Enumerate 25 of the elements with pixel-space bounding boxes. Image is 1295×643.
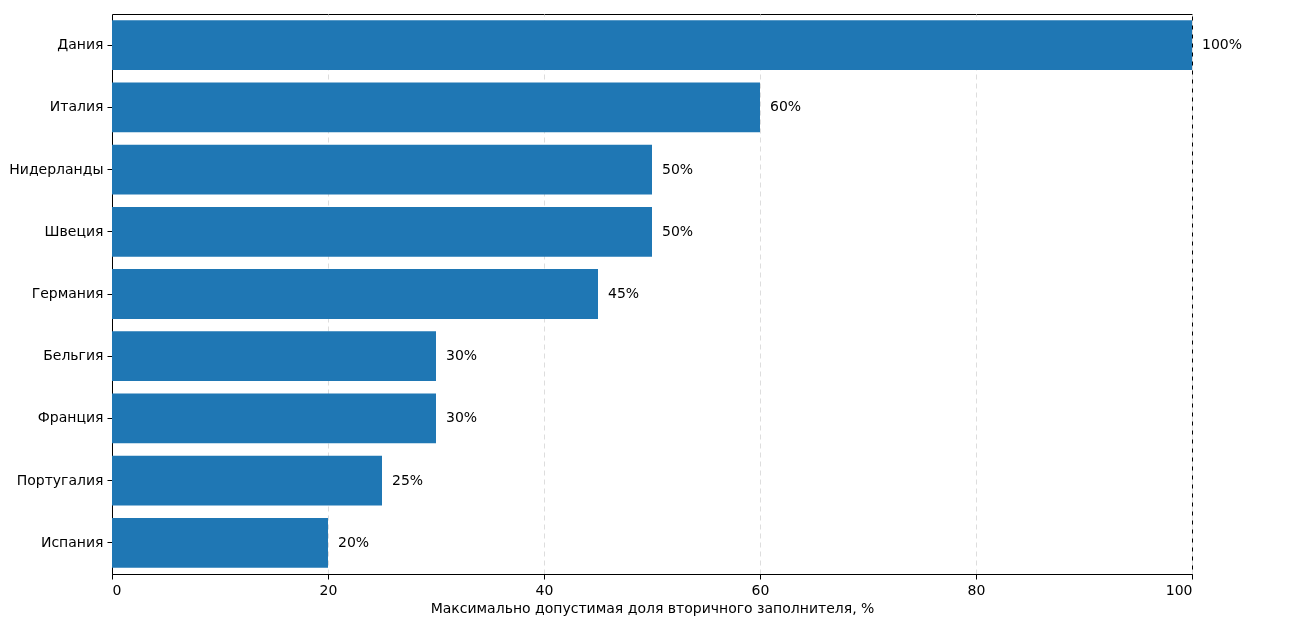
data-label: 60% <box>770 98 802 115</box>
y-tick-label: Италия <box>49 98 104 115</box>
data-label: 30% <box>446 409 478 426</box>
y-tick-label: Дания <box>57 36 104 53</box>
data-label: 30% <box>446 347 478 364</box>
data-label: 50% <box>662 160 694 177</box>
data-label: 45% <box>608 285 640 301</box>
x-tick-label: 20 <box>319 581 338 598</box>
y-tick-label: Португалия <box>16 471 104 488</box>
data-label: 25% <box>392 471 424 488</box>
y-tick-label: Испания <box>40 533 104 550</box>
x-tick-label: 100 <box>1165 581 1193 598</box>
x-tick-label: 80 <box>967 581 986 598</box>
x-tick-label: 0 <box>112 581 122 598</box>
y-tick-label: Бельгия <box>43 347 104 364</box>
y-tick-label: Швеция <box>44 222 104 239</box>
data-label: 100% <box>1202 36 1243 53</box>
data-label: 20% <box>338 533 370 550</box>
x-tick-label: 40 <box>535 581 554 598</box>
y-tick-label: Германия <box>31 285 104 301</box>
data-label: 50% <box>662 222 694 239</box>
x-tick-label: 60 <box>751 581 770 598</box>
x-axis-title: Максимально допустимая доля вторичного заполнителя, % <box>430 599 875 616</box>
y-tick-label: Нидерланды <box>9 160 104 177</box>
y-tick-label: Франция <box>37 409 104 426</box>
